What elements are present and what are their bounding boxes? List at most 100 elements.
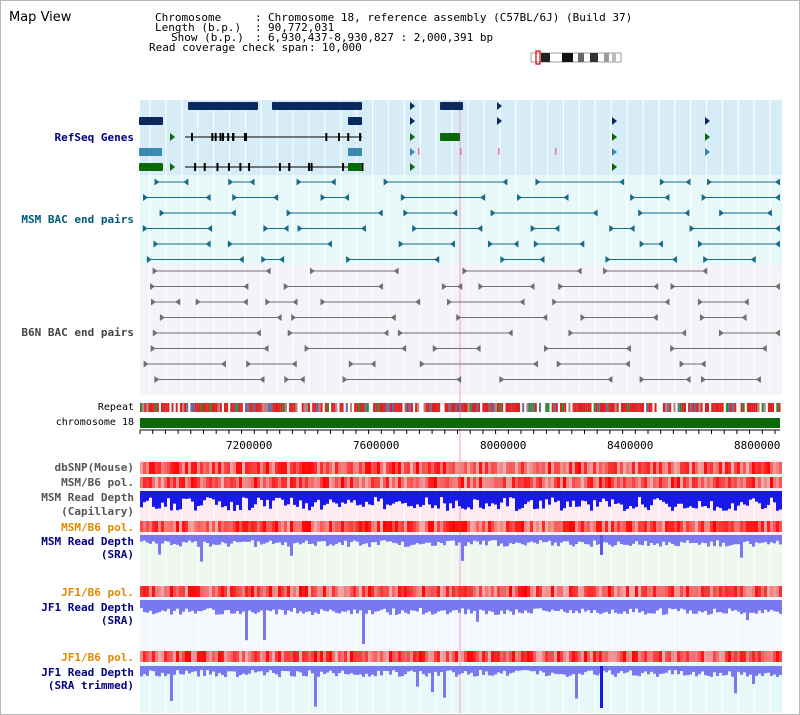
read-depth-bar bbox=[407, 600, 410, 614]
read-depth-bar bbox=[524, 535, 527, 546]
polymorphism-cell bbox=[467, 462, 470, 474]
polymorphism-cell bbox=[719, 651, 722, 662]
read-depth-bar bbox=[509, 600, 512, 612]
polymorphism-cell bbox=[500, 586, 503, 597]
read-depth-bar bbox=[455, 600, 458, 610]
polymorphism-cell bbox=[539, 651, 542, 662]
read-depth-bar bbox=[476, 666, 479, 677]
track-label-msm-read-depth-sra[interactable]: MSM Read Depth bbox=[41, 535, 134, 548]
repeat-mark bbox=[301, 403, 304, 412]
read-depth-bar bbox=[209, 666, 212, 675]
chromosome-ideogram[interactable] bbox=[530, 50, 622, 65]
read-depth-bar bbox=[755, 600, 758, 614]
track-label-b6n-bac[interactable]: B6N BAC end pairs bbox=[21, 326, 134, 339]
b6n-bac-end bbox=[697, 298, 703, 306]
repeat-mark bbox=[234, 403, 237, 412]
track-label-refseq-genes[interactable]: RefSeq Genes bbox=[54, 131, 134, 144]
polymorphism-cell bbox=[434, 521, 437, 532]
read-depth-bar bbox=[377, 666, 380, 671]
polymorphism-cell bbox=[665, 521, 668, 532]
track-label-dbsnp[interactable]: dbSNP(Mouse) bbox=[54, 461, 134, 474]
polymorphism-cell bbox=[146, 651, 149, 662]
read-depth-bar bbox=[773, 666, 776, 675]
repeat-mark bbox=[746, 403, 749, 412]
polymorphism-cell bbox=[743, 586, 746, 597]
read-depth-bar bbox=[533, 535, 536, 543]
polymorphism-cell bbox=[545, 462, 548, 474]
polymorphism-cell bbox=[455, 651, 458, 662]
polymorphism-cell bbox=[581, 521, 584, 532]
polymorphism-cell bbox=[536, 651, 539, 662]
read-depth-bar bbox=[392, 600, 395, 609]
track-label-msm-bac[interactable]: MSM BAC end pairs bbox=[21, 213, 134, 226]
polymorphism-cell bbox=[329, 586, 332, 597]
read-depth-bar bbox=[749, 600, 752, 613]
read-depth-bar bbox=[536, 491, 539, 509]
read-depth-bar bbox=[524, 666, 527, 671]
read-depth-bar bbox=[374, 535, 377, 543]
repeat-mark bbox=[198, 403, 201, 412]
track-label-jf1-read-depth[interactable]: JF1 Read Depth bbox=[41, 601, 134, 614]
polymorphism-cell bbox=[152, 521, 155, 532]
read-depth-bar bbox=[320, 600, 323, 610]
repeat-mark bbox=[350, 403, 353, 412]
repeat-mark bbox=[539, 403, 542, 412]
polymorphism-cell bbox=[728, 651, 731, 662]
polymorphism-cell bbox=[287, 586, 290, 597]
msm-bac-end bbox=[398, 240, 404, 248]
read-depth-bar bbox=[374, 666, 377, 677]
read-depth-bar bbox=[497, 535, 500, 546]
read-depth-bar bbox=[272, 535, 275, 544]
track-label-msm-read-depth[interactable]: MSM Read Depth bbox=[41, 491, 134, 504]
polymorphism-cell bbox=[485, 477, 488, 488]
read-depth-bar bbox=[524, 600, 527, 611]
polymorphism-cell bbox=[689, 521, 692, 532]
polymorphism-cell bbox=[497, 586, 500, 597]
track-label-jf1-read-depth-trim[interactable]: JF1 Read Depth bbox=[41, 666, 134, 679]
read-depth-bar bbox=[413, 535, 416, 545]
polymorphism-cell bbox=[266, 462, 269, 474]
track-label-jf1-b6-pol[interactable]: JF1/B6 pol. bbox=[61, 586, 134, 599]
polymorphism-cell bbox=[545, 651, 548, 662]
polymorphism-cell bbox=[143, 586, 146, 597]
msm-bac-end bbox=[477, 225, 483, 232]
polymorphism-cell bbox=[323, 521, 326, 532]
polymorphism-cell bbox=[338, 586, 341, 597]
polymorphism-cell bbox=[437, 477, 440, 488]
read-depth-bar bbox=[485, 600, 488, 615]
gene-arrow bbox=[612, 163, 617, 171]
read-depth-bar bbox=[689, 491, 692, 507]
polymorphism-cell bbox=[761, 521, 764, 532]
track-features[interactable] bbox=[139, 102, 782, 708]
read-depth-bar bbox=[575, 666, 578, 699]
track-label-jf1-b6-pol-2[interactable]: JF1/B6 pol. bbox=[61, 651, 134, 664]
polymorphism-cell bbox=[191, 521, 194, 532]
polymorphism-cell bbox=[542, 521, 545, 532]
polymorphism-cell bbox=[350, 477, 353, 488]
read-depth-bar bbox=[233, 600, 236, 614]
polymorphism-cell bbox=[317, 462, 320, 474]
track-label-msm-b6-pol-sra[interactable]: MSM/B6 pol. bbox=[61, 521, 134, 534]
repeat-mark bbox=[597, 403, 600, 412]
b6n-bac-end bbox=[151, 298, 157, 306]
polymorphism-cell bbox=[581, 651, 584, 662]
read-depth-bar bbox=[503, 535, 506, 547]
polymorphism-cell bbox=[242, 521, 245, 532]
read-depth-bar bbox=[320, 666, 323, 672]
polymorphism-cell bbox=[365, 477, 368, 488]
repeat-mark bbox=[482, 403, 485, 412]
read-depth-bar bbox=[221, 491, 224, 508]
read-depth-bar bbox=[563, 535, 566, 542]
track-label-msm-b6-pol[interactable]: MSM/B6 pol. bbox=[61, 476, 134, 489]
read-depth-bar bbox=[581, 535, 584, 543]
msm-bac-end bbox=[750, 256, 756, 263]
read-depth-bar bbox=[476, 491, 479, 500]
repeat-mark bbox=[413, 403, 416, 412]
read-depth-bar bbox=[281, 666, 284, 671]
read-depth-bar bbox=[158, 535, 161, 555]
read-depth-bar bbox=[212, 491, 215, 500]
read-depth-bar bbox=[773, 535, 776, 544]
gene-marker bbox=[460, 148, 462, 155]
polymorphism-cell bbox=[626, 586, 629, 597]
